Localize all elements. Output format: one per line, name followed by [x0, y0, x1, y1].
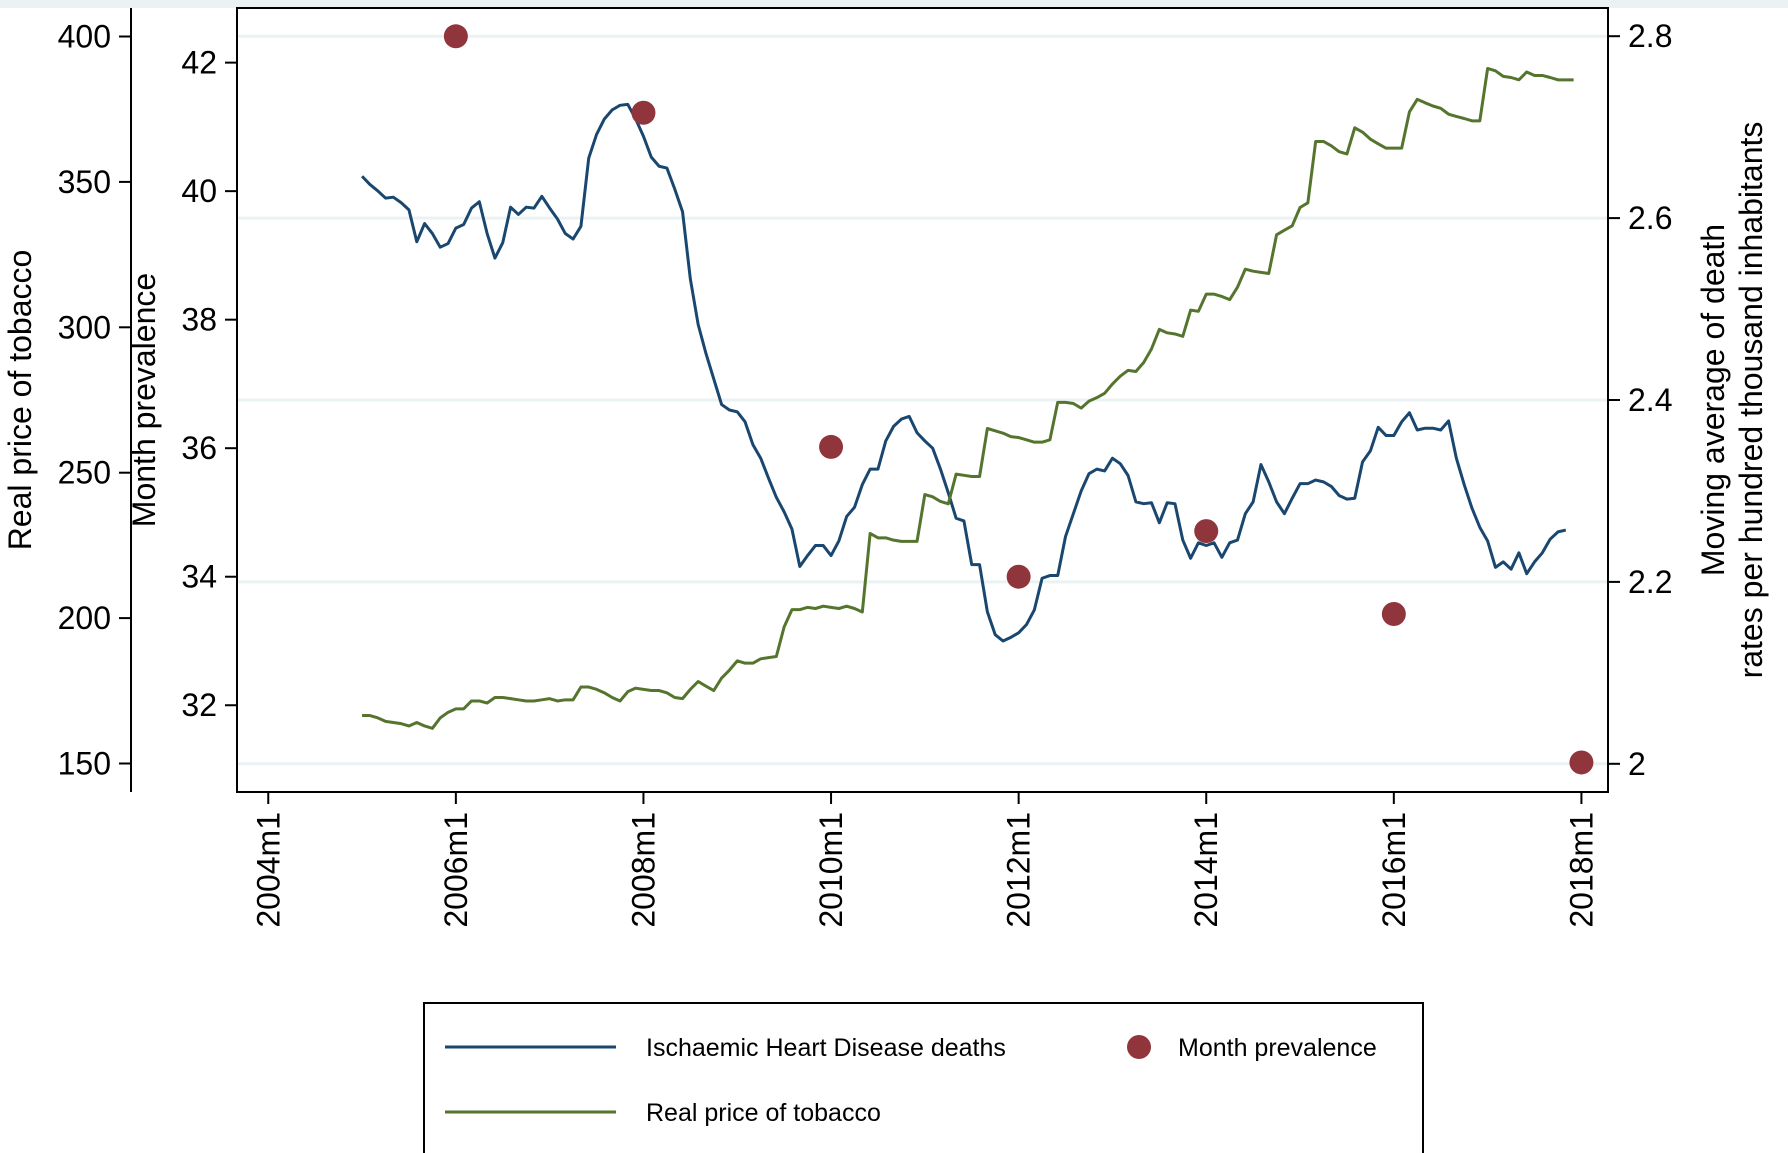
- x-tick-label: 2010m1: [813, 812, 849, 928]
- y-tick-label: 250: [58, 455, 111, 491]
- y-tick-label: 150: [58, 746, 111, 782]
- y-tick-label: 36: [181, 430, 217, 466]
- y-axis-title: Moving average of death: [1695, 224, 1731, 576]
- legend-label: Ischaemic Heart Disease deaths: [646, 1034, 1006, 1062]
- legend-label: Month prevalence: [1178, 1034, 1377, 1062]
- data-point: [1006, 564, 1031, 589]
- data-point: [443, 24, 468, 49]
- y-tick-label: 2.8: [1628, 18, 1672, 54]
- y-axis-title: Month prevalence: [126, 273, 162, 527]
- y-tick-label: 400: [58, 18, 111, 54]
- y-tick-label: 42: [181, 45, 217, 81]
- y-tick-label: 32: [181, 687, 217, 723]
- data-point: [631, 100, 656, 125]
- y-tick-label: 2.6: [1628, 200, 1672, 236]
- x-tick-label: 2018m1: [1563, 812, 1599, 928]
- legend-symbol: [1127, 1035, 1151, 1059]
- data-point: [1194, 519, 1219, 544]
- data-point: [819, 434, 844, 459]
- x-tick-label: 2004m1: [250, 812, 286, 928]
- data-point: [1569, 750, 1594, 775]
- y-tick-label: 200: [58, 600, 111, 636]
- series-line: [360, 102, 1567, 643]
- y-tick-label: 2: [1628, 746, 1646, 782]
- series-line: [362, 66, 1574, 730]
- legend-box: [423, 1002, 1424, 1153]
- y-tick-label: 38: [181, 302, 217, 338]
- x-tick-label: 2016m1: [1376, 812, 1412, 928]
- x-tick-label: 2006m1: [438, 812, 474, 928]
- data-point: [1381, 601, 1406, 626]
- legend-label: Real price of tobacco: [646, 1099, 881, 1127]
- y-axis-title: Real price of tobacco: [2, 250, 38, 551]
- y-tick-label: 40: [181, 173, 217, 209]
- y-tick-label: 300: [58, 309, 111, 345]
- x-tick-label: 2008m1: [625, 812, 661, 928]
- x-tick-label: 2014m1: [1188, 812, 1224, 928]
- y-tick-label: 34: [181, 559, 217, 595]
- top-strip: [0, 0, 1788, 8]
- y-tick-label: 350: [58, 164, 111, 200]
- y-tick-label: 2.2: [1628, 564, 1672, 600]
- y-axis-title: rates per hundred thousand inhabitants: [1733, 122, 1769, 679]
- x-tick-label: 2012m1: [1001, 812, 1037, 928]
- y-tick-label: 2.4: [1628, 382, 1672, 418]
